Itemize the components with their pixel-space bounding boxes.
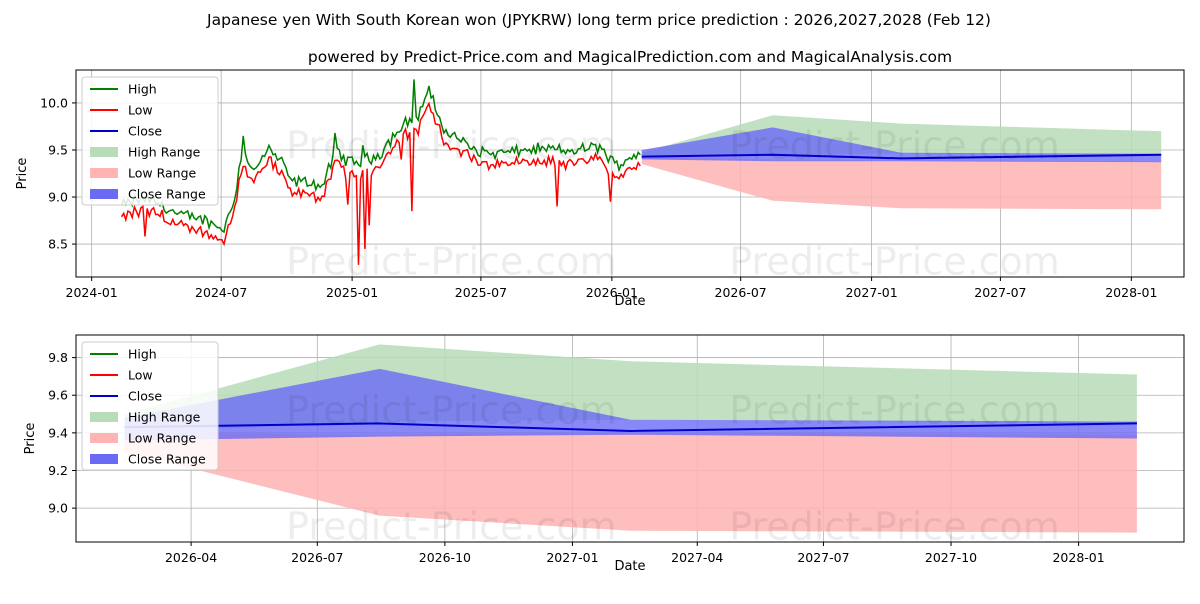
x-tick-label: 2026-04	[165, 550, 217, 565]
x-tick-label: 2028-01	[1052, 550, 1104, 565]
x-tick-label: 2027-01	[845, 285, 897, 300]
legend-label: High Range	[128, 145, 201, 160]
y-tick-label: 9.2	[48, 463, 68, 478]
y-tick-label: 9.0	[48, 190, 68, 205]
legend-label: Low Range	[128, 431, 197, 446]
y-tick-label: 10.0	[40, 95, 68, 110]
x-tick-label: 2027-04	[671, 550, 723, 565]
legend-label: High	[128, 347, 157, 362]
legend-swatch-patch	[90, 454, 118, 464]
legend-swatch-patch	[90, 168, 118, 178]
chart-title: Japanese yen With South Korean won (JPYK…	[206, 11, 991, 29]
legend-swatch-patch	[90, 412, 118, 422]
y-tick-label: 9.4	[48, 425, 68, 440]
legend-label: Low Range	[128, 166, 197, 181]
y-tick-label: 9.0	[48, 501, 68, 516]
close-range-band	[641, 127, 1162, 163]
close-series-line	[641, 153, 1162, 160]
watermark-text: Predict-Price.com	[286, 389, 617, 433]
x-tick-label: 2027-07	[797, 550, 849, 565]
legend-label: Close	[128, 124, 162, 139]
legend-swatch-patch	[90, 189, 118, 199]
plot-area	[124, 344, 1137, 533]
y-tick-label: 8.5	[48, 237, 68, 252]
low-series-line	[120, 101, 641, 265]
legend-swatch-patch	[90, 147, 118, 157]
x-axis-label: Date	[614, 294, 645, 309]
x-axis-label: Date	[614, 559, 645, 574]
legend-swatch-patch	[90, 433, 118, 443]
plot-area	[120, 79, 1162, 265]
watermark-text: Predict-Price.com	[729, 124, 1060, 168]
x-tick-label: 2027-10	[925, 550, 977, 565]
legend-label: Close Range	[128, 452, 206, 467]
watermark-text: Predict-Price.com	[286, 124, 617, 168]
watermark-text: Predict-Price.com	[729, 239, 1060, 283]
plot-frame	[75, 334, 1185, 543]
chart-subtitle: powered by Predict-Price.com and Magical…	[308, 48, 952, 66]
x-tick-label: 2024-07	[195, 285, 247, 300]
legend-label: High Range	[128, 410, 201, 425]
y-tick-label: 9.6	[48, 388, 68, 403]
watermark-text: Predict-Price.com	[729, 389, 1060, 433]
low-range-band	[641, 156, 1162, 210]
legend-label: Close Range	[128, 187, 206, 202]
plot-frame	[75, 69, 1185, 278]
x-tick-label: 2025-07	[455, 285, 507, 300]
legend-label: High	[128, 82, 157, 97]
x-tick-label: 2028-01	[1105, 285, 1157, 300]
x-tick-label: 2027-07	[974, 285, 1026, 300]
low-range-band	[124, 432, 1137, 533]
high-series-line	[120, 79, 641, 234]
x-tick-label: 2026-10	[419, 550, 471, 565]
y-tick-label: 9.8	[48, 350, 68, 365]
x-tick-label: 2026-01	[586, 285, 638, 300]
bottom-panel: Predict-Price.com Predict-Price.com Predic…	[23, 334, 1185, 574]
y-axis-label: Price	[15, 158, 30, 190]
y-axis-label: Price	[23, 423, 38, 455]
y-tick-label: 9.5	[48, 142, 68, 157]
x-tick-label: 2027-01	[546, 550, 598, 565]
top-panel: Predict-Price.com Predict-Price.com Predic…	[15, 69, 1185, 309]
x-tick-label: 2024-01	[66, 285, 118, 300]
watermark-text: Predict-Price.com	[729, 504, 1060, 548]
watermark-text: Predict-Price.com	[286, 504, 617, 548]
watermark-text: Predict-Price.com	[286, 239, 617, 283]
legend-label: Low	[128, 103, 153, 118]
legend-label: Close	[128, 389, 162, 404]
legend-label: Low	[128, 368, 153, 383]
x-tick-label: 2025-01	[326, 285, 378, 300]
close-series-line	[124, 422, 1137, 433]
x-tick-label: 2026-07	[291, 550, 343, 565]
x-tick-label: 2026-07	[715, 285, 767, 300]
